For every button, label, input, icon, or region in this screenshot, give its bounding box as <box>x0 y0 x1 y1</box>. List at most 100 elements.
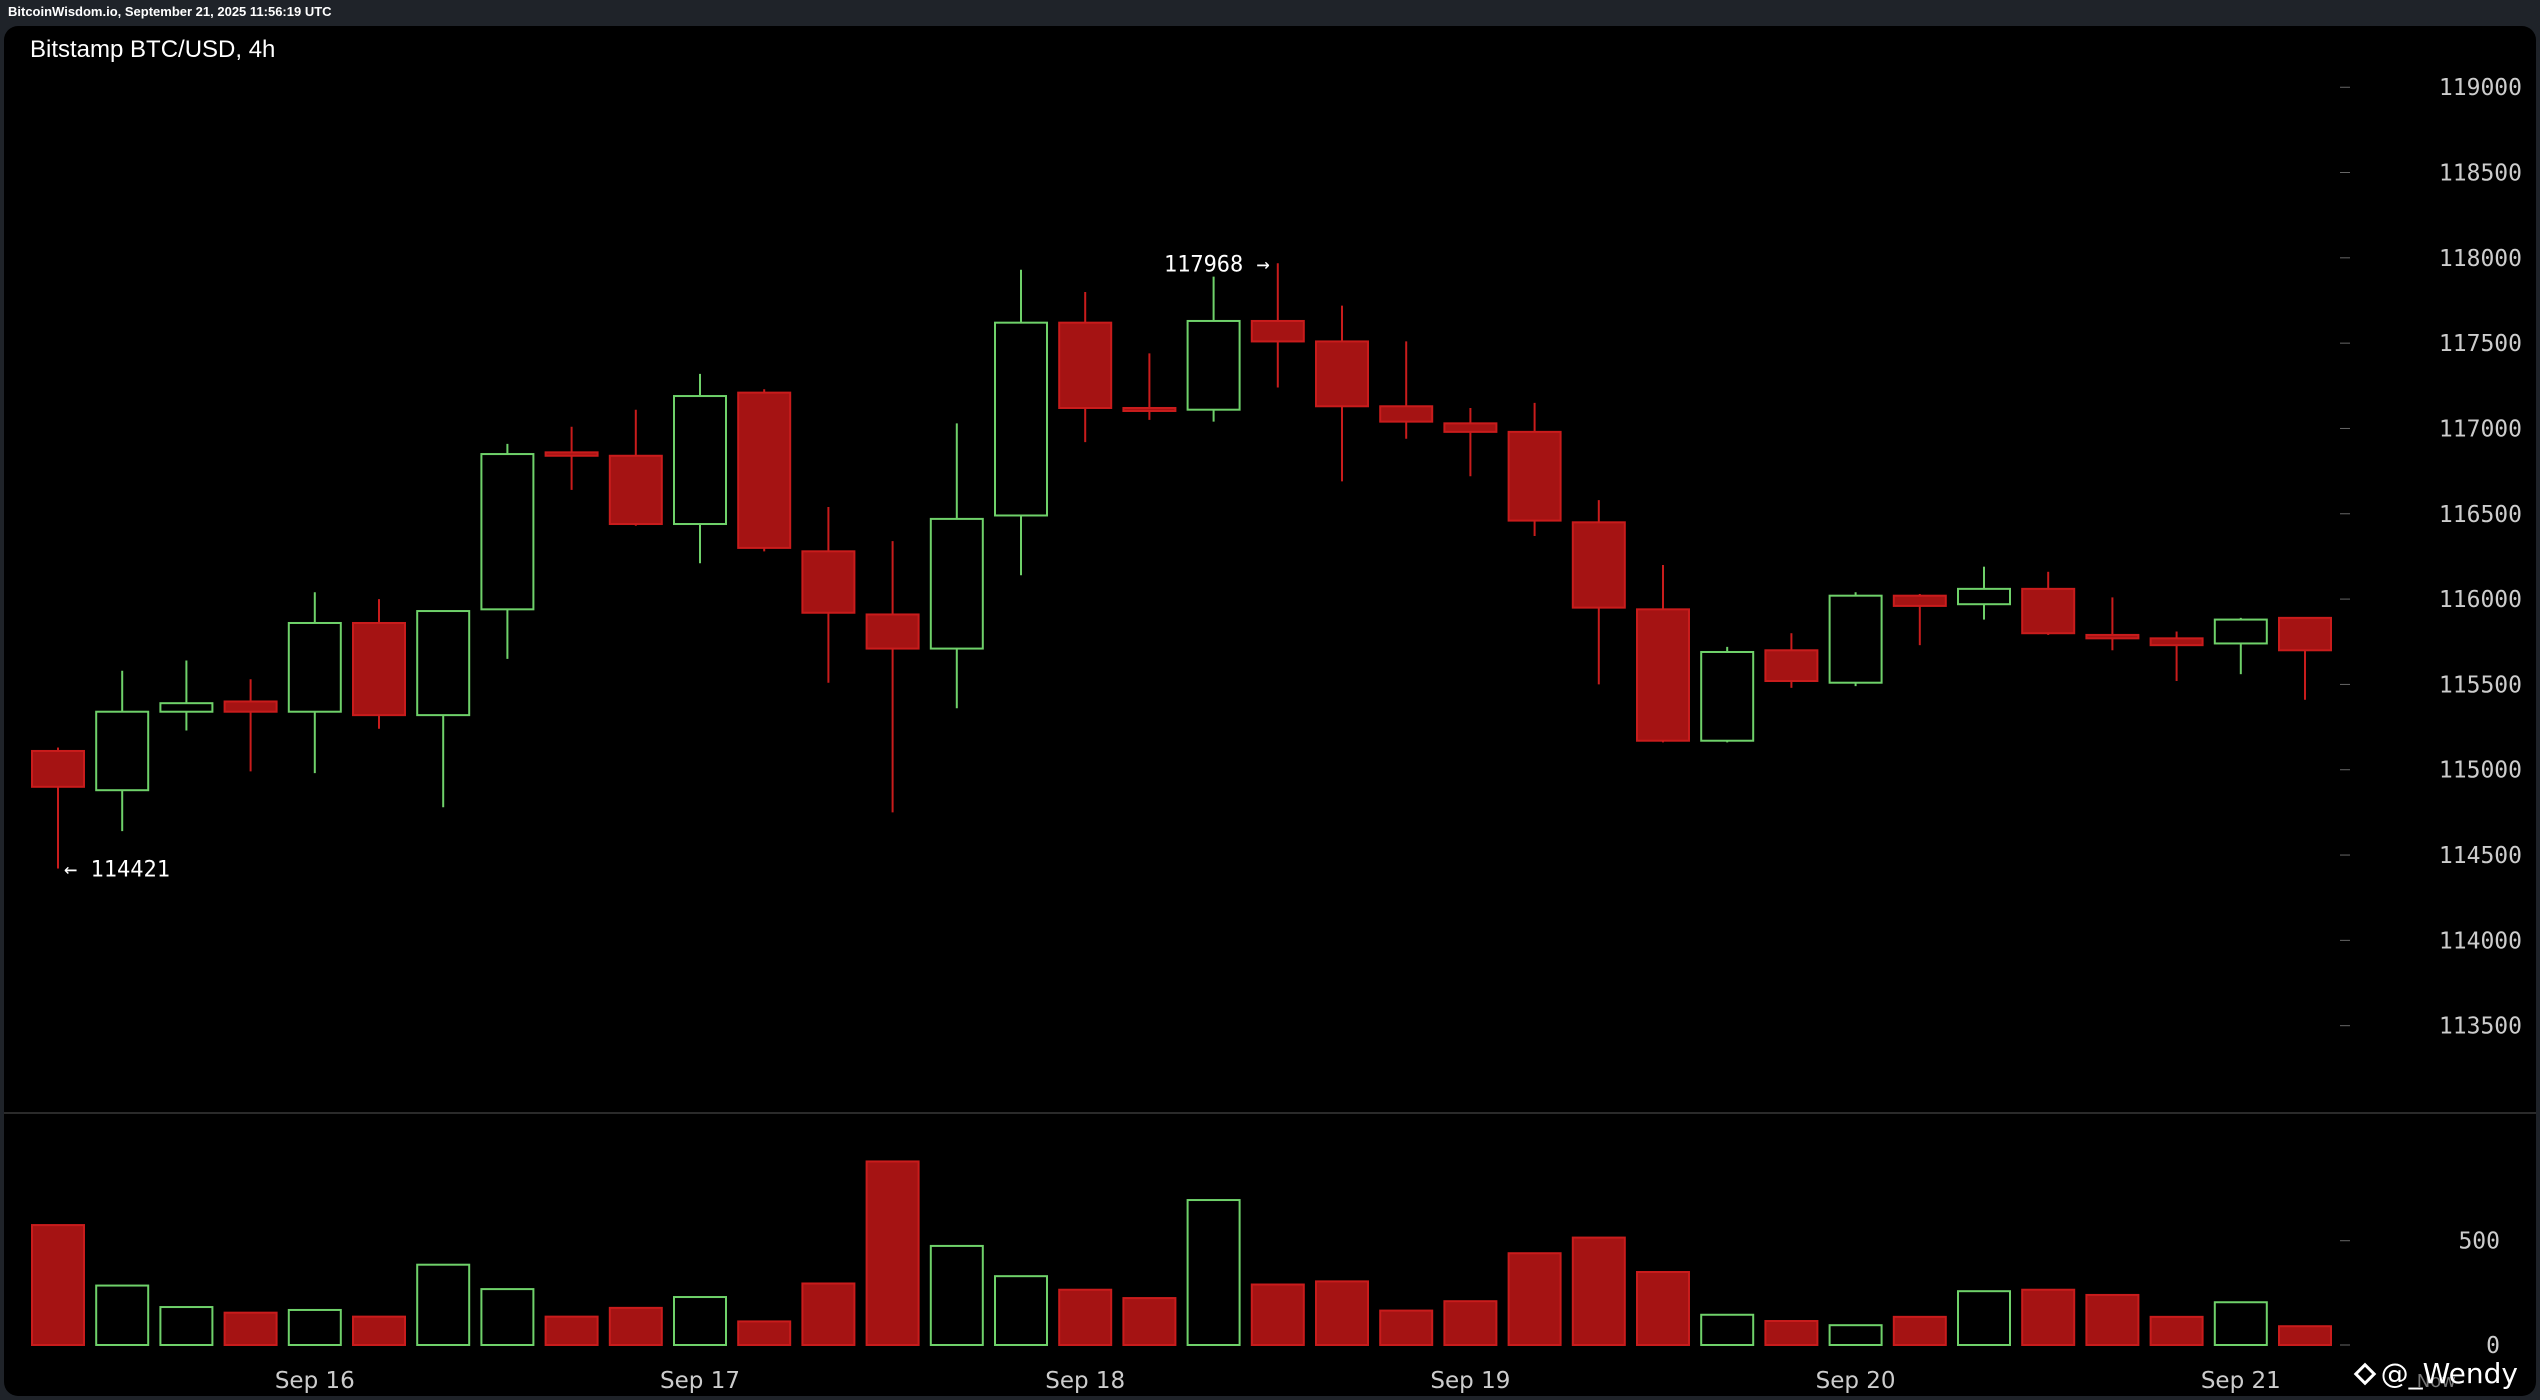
candle-body <box>287 621 342 713</box>
price-axis-label: 115500 <box>2439 672 2522 698</box>
candle-body <box>673 395 727 526</box>
candle-body <box>352 621 406 717</box>
candle-body <box>1315 340 1369 408</box>
candle-body <box>2213 618 2268 645</box>
x-axis-date-label: Sep 17 <box>660 1368 740 1394</box>
price-axis-label: 117000 <box>2439 416 2522 442</box>
price-axis-label: 115000 <box>2439 758 2522 784</box>
candle-body <box>1828 594 1883 684</box>
candle-body <box>544 451 599 457</box>
volume-axis-label: 500 <box>2458 1229 2500 1255</box>
now-label: Now <box>2416 1371 2456 1392</box>
volume-bar <box>159 1306 214 1347</box>
volume-bar <box>1700 1313 1755 1347</box>
price-annotation-high: 117968 → <box>1164 252 1270 277</box>
candle-body <box>416 610 471 717</box>
volume-bar <box>1507 1252 1562 1346</box>
candle-body <box>1507 430 1562 522</box>
volume-axis-label: 0 <box>2486 1333 2500 1359</box>
volume-bar <box>2021 1288 2076 1346</box>
candle-body <box>608 454 663 526</box>
price-axis-label: 119000 <box>2439 75 2522 101</box>
price-axis-label: 117500 <box>2439 331 2522 357</box>
candle-body <box>1379 405 1434 423</box>
candle-body <box>1957 587 2011 606</box>
candle-body <box>95 710 150 792</box>
price-axis-label: 114000 <box>2439 928 2522 954</box>
candle-body <box>480 453 535 611</box>
price-axis-label: 116500 <box>2439 502 2522 528</box>
candle-body <box>2085 633 2140 640</box>
candle-body <box>994 321 1048 517</box>
candle-body <box>1764 649 1819 682</box>
price-axis-label: 118500 <box>2439 161 2522 187</box>
x-axis-date-label: Sep 21 <box>2201 1368 2281 1394</box>
candle-body <box>1122 406 1177 412</box>
volume-bar <box>1764 1320 1819 1346</box>
volume-bar <box>673 1296 727 1346</box>
candle-body <box>2278 616 2332 652</box>
candle-body <box>1443 422 1498 433</box>
volume-bar <box>2278 1325 2332 1346</box>
candle-body <box>1892 594 1947 607</box>
source-timestamp-bar: BitcoinWisdom.io, September 21, 2025 11:… <box>0 0 2540 24</box>
volume-bar <box>223 1311 278 1346</box>
volume-bar <box>1186 1199 1241 1346</box>
volume-bar <box>2149 1315 2204 1347</box>
volume-bar <box>865 1160 920 1347</box>
volume-bar <box>95 1284 150 1346</box>
volume-bar <box>994 1275 1048 1346</box>
volume-bar <box>929 1244 984 1347</box>
volume-bar <box>416 1263 471 1346</box>
volume-bar <box>480 1288 535 1347</box>
x-axis-date-label: Sep 16 <box>275 1368 355 1394</box>
candle-body <box>223 700 278 713</box>
candle-body <box>865 613 920 650</box>
candle-body <box>737 391 792 549</box>
price-axis-label: 116000 <box>2439 587 2522 613</box>
volume-bar <box>1892 1315 1947 1347</box>
chart-title: Bitstamp BTC/USD, 4h <box>30 36 276 63</box>
price-axis-label: 114500 <box>2439 843 2522 869</box>
x-axis-date-label: Sep 20 <box>1816 1368 1896 1394</box>
volume-bar <box>544 1315 599 1346</box>
volume-bar <box>1636 1271 1690 1346</box>
chart-panel[interactable]: 113500 114000 114500 115000 115500 116000 1165… <box>4 26 2536 1396</box>
volume-bar <box>1957 1290 2011 1347</box>
candle-body <box>1250 319 1305 343</box>
price-axis-label: 113500 <box>2439 1014 2522 1040</box>
volume-bar <box>737 1320 792 1346</box>
volume-bar <box>1058 1288 1113 1346</box>
volume-bar <box>608 1306 663 1346</box>
volume-bar <box>2213 1301 2268 1346</box>
candle-body <box>1700 650 1755 742</box>
candle-body <box>1186 319 1241 411</box>
volume-bar <box>1379 1309 1434 1346</box>
candle-body <box>1571 521 1626 609</box>
candle-body <box>929 517 984 650</box>
volume-bar <box>2085 1293 2140 1347</box>
candle-body <box>31 749 85 788</box>
watermark: @_Wendy <box>2353 1357 2518 1390</box>
x-axis-date-label: Sep 18 <box>1045 1368 1125 1394</box>
volume-bar <box>1122 1297 1177 1346</box>
price-axis-label: 118000 <box>2439 246 2522 272</box>
candle-body <box>1636 608 1690 742</box>
candle-body <box>2021 587 2076 635</box>
volume-bar <box>1315 1280 1369 1347</box>
volume-bar <box>31 1224 85 1346</box>
volume-bar <box>352 1315 406 1346</box>
volume-bar <box>1571 1236 1626 1346</box>
watermark-text: @_Wendy <box>2380 1357 2518 1390</box>
candlestick-chart[interactable]: 113500 114000 114500 115000 115500 116000 1165… <box>4 26 2536 1396</box>
volume-bar <box>801 1282 856 1347</box>
candle-body <box>801 550 856 614</box>
candle-body <box>1058 321 1113 409</box>
x-axis-date-label: Sep 19 <box>1430 1368 1510 1394</box>
price-annotation-low: ← 114421 <box>64 858 170 883</box>
volume-bar <box>287 1308 342 1346</box>
candle-body <box>2149 637 2204 647</box>
volume-bar <box>1828 1324 1883 1346</box>
volume-bar <box>1443 1300 1498 1346</box>
diamond-icon <box>2353 1362 2376 1385</box>
